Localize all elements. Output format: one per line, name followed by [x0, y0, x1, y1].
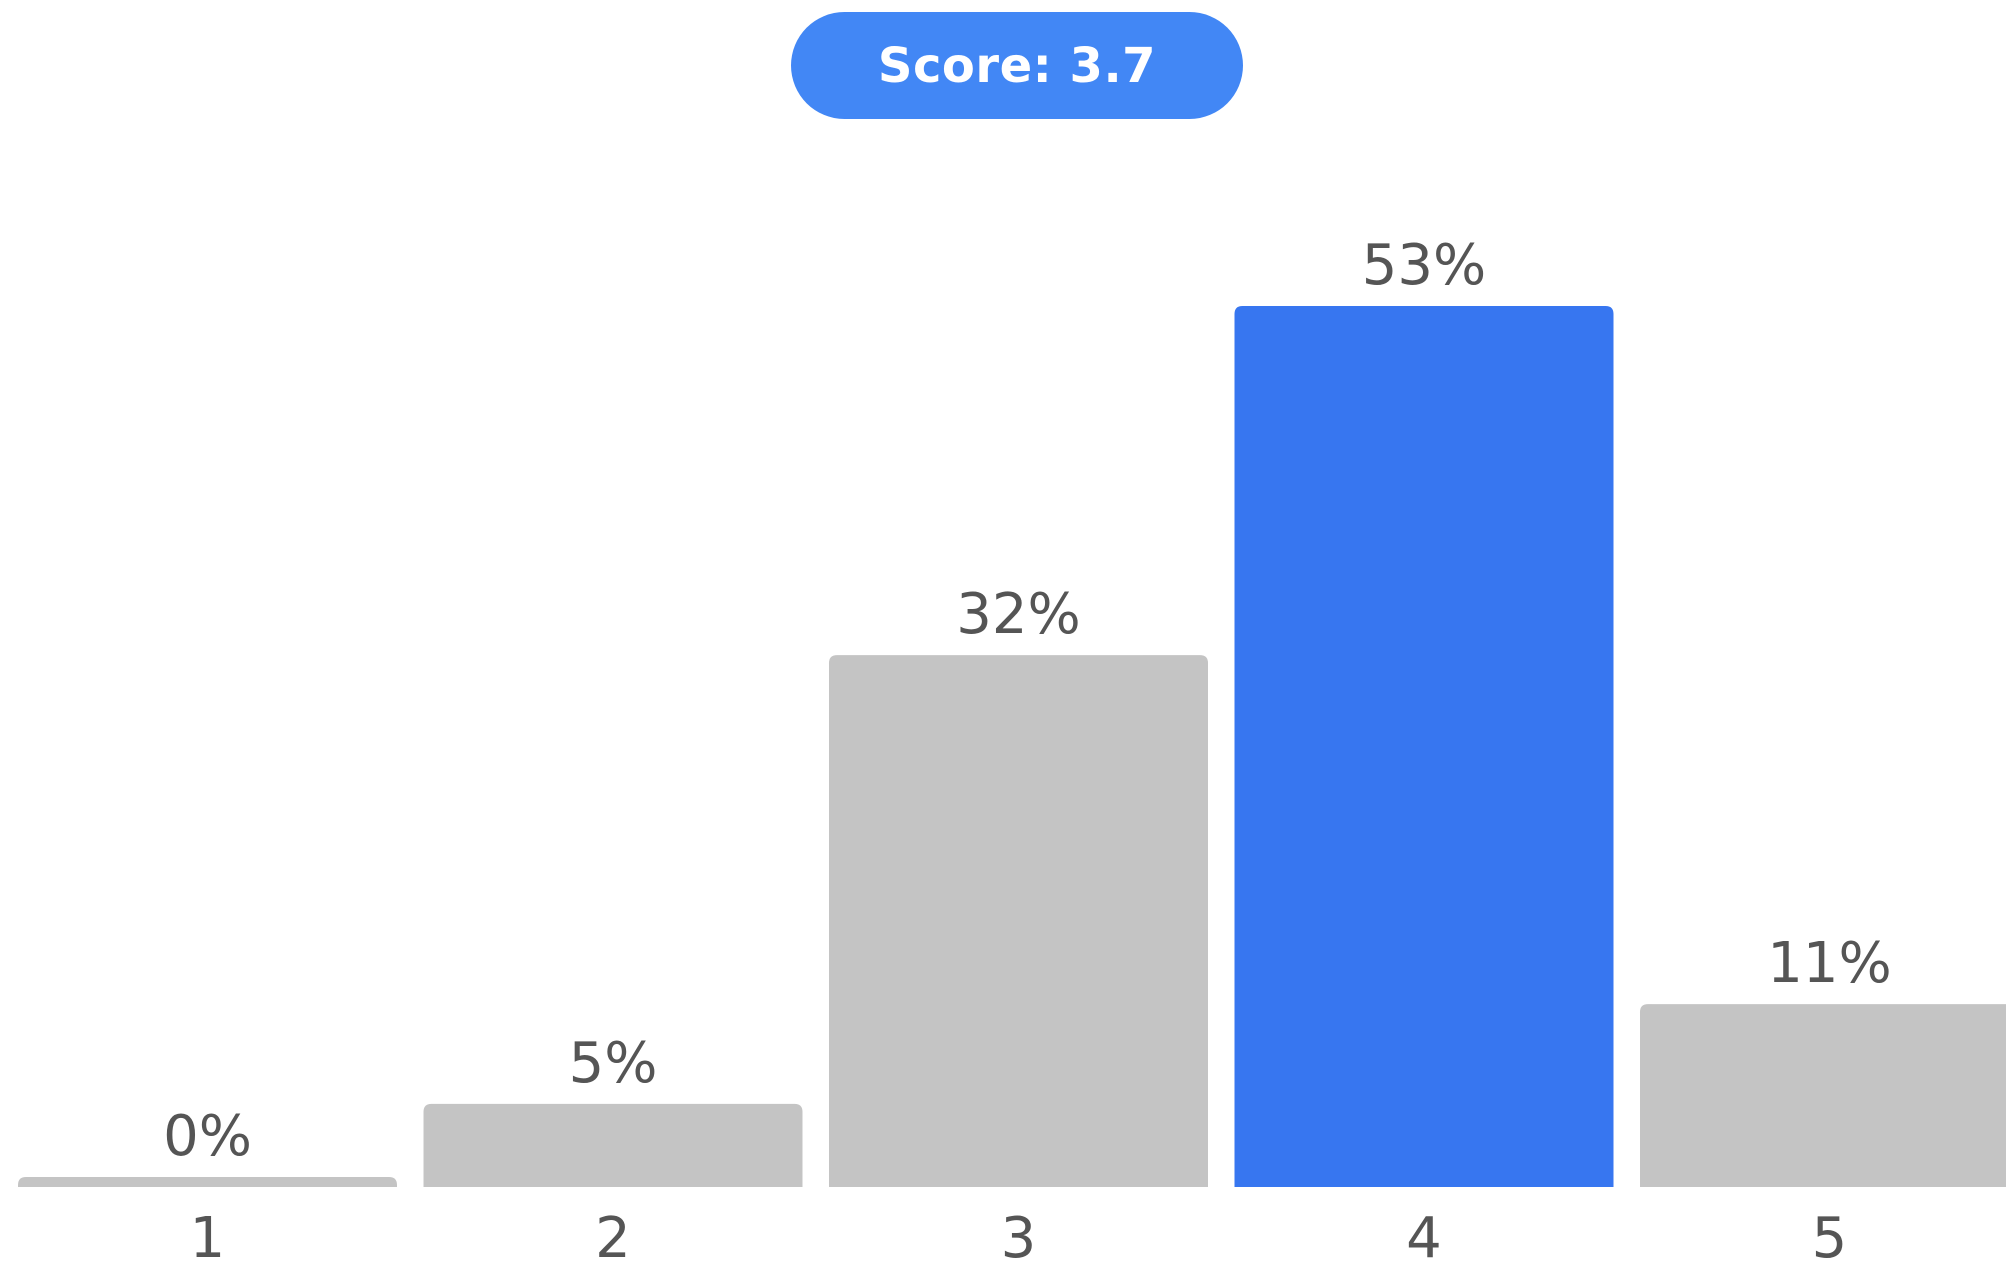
bar-3: [829, 655, 1208, 1187]
category-label-5: 5: [1812, 1206, 1848, 1261]
category-label-3: 3: [1001, 1206, 1037, 1261]
bar-4: [1234, 306, 1614, 1187]
category-label-1: 1: [190, 1206, 226, 1261]
data-label-3: 32%: [956, 582, 1080, 647]
category-label-4: 4: [1406, 1206, 1442, 1261]
category-label-2: 2: [595, 1206, 631, 1261]
score-badge: Score: 3.7: [791, 12, 1243, 119]
data-label-4: 53%: [1362, 233, 1486, 298]
data-label-1: 0%: [163, 1104, 252, 1169]
bar-5: [1640, 1004, 2006, 1187]
bar-2: [423, 1103, 803, 1187]
data-label-5: 11%: [1767, 931, 1891, 996]
data-label-2: 5%: [569, 1031, 658, 1096]
bar-1: [18, 1177, 397, 1187]
score-badge-label: Score: 3.7: [877, 37, 1157, 94]
